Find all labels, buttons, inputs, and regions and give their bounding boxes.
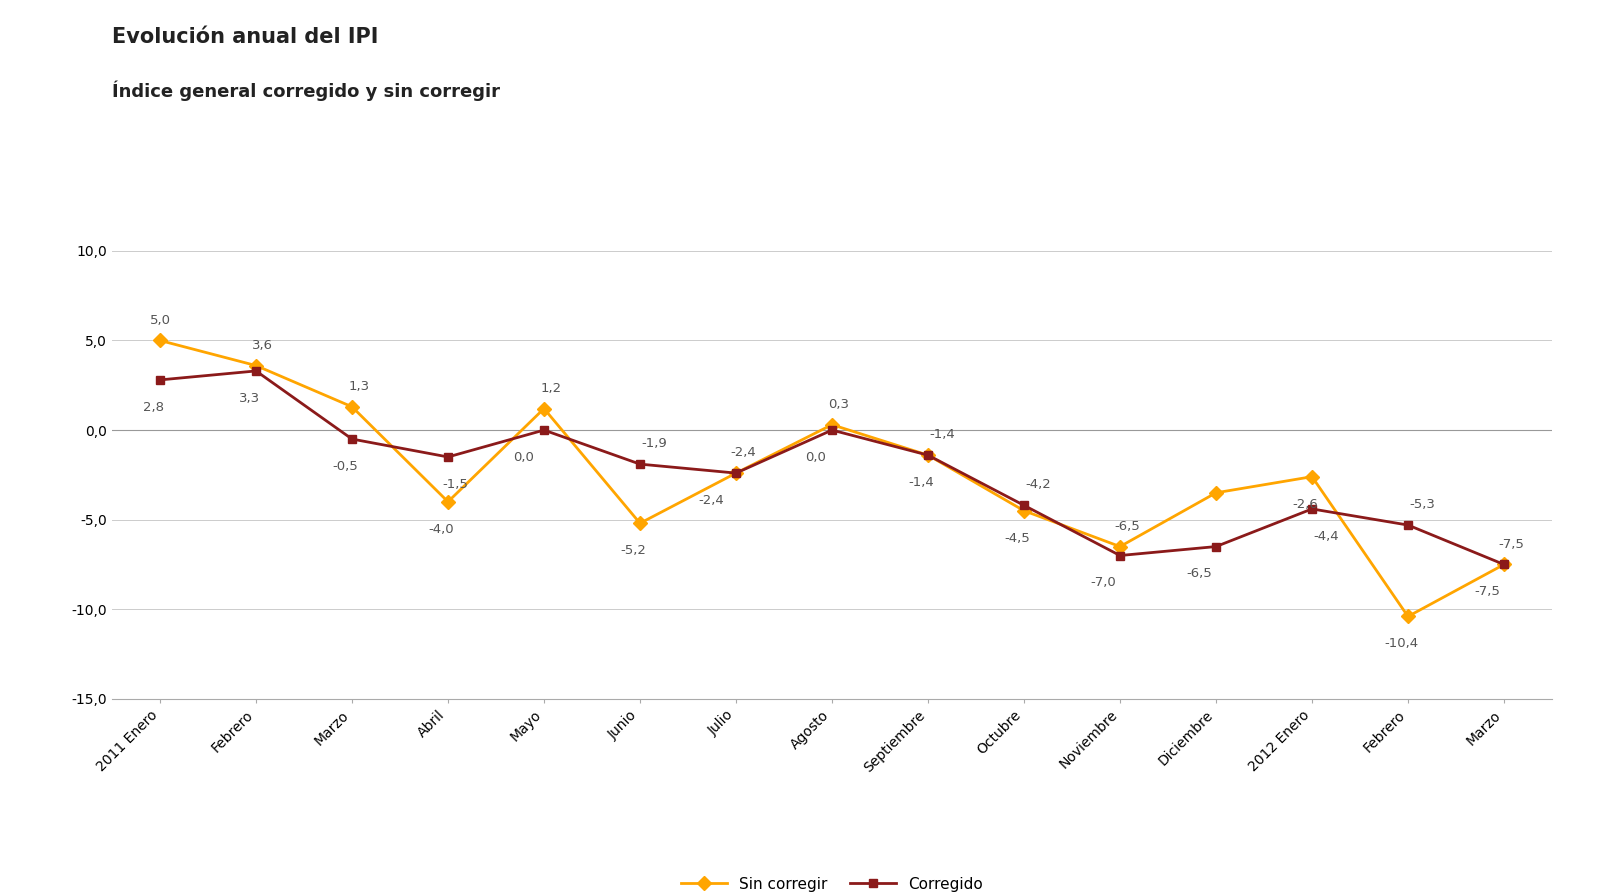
- Text: -2,4: -2,4: [698, 494, 723, 507]
- Text: 0,0: 0,0: [512, 451, 534, 464]
- Corregido: [726, 468, 746, 478]
- Sin corregir: [1110, 541, 1130, 552]
- Corregido: [918, 450, 938, 461]
- Text: -2,6: -2,6: [1293, 497, 1318, 511]
- Text: Evolución anual del IPI: Evolución anual del IPI: [112, 27, 378, 47]
- Sin corregir: [1494, 559, 1514, 570]
- Sin corregir: [246, 360, 266, 371]
- Text: -2,4: -2,4: [730, 446, 755, 459]
- Sin corregir: [534, 403, 554, 414]
- Text: -4,2: -4,2: [1026, 478, 1051, 491]
- Corregido: [438, 452, 458, 462]
- Sin corregir: [1302, 471, 1322, 482]
- Sin corregir: [726, 468, 746, 478]
- Text: -6,5: -6,5: [1114, 520, 1139, 532]
- Text: -4,5: -4,5: [1005, 531, 1030, 545]
- Text: 0,0: 0,0: [805, 451, 826, 464]
- Corregido: [534, 425, 554, 435]
- Text: -7,5: -7,5: [1474, 585, 1501, 599]
- Text: 3,3: 3,3: [238, 392, 259, 405]
- Corregido: [1110, 550, 1130, 561]
- Sin corregir: [822, 419, 842, 430]
- Sin corregir: [1206, 487, 1226, 498]
- Legend: Sin corregir, Corregido: Sin corregir, Corregido: [682, 877, 982, 892]
- Corregido: [1014, 500, 1034, 511]
- Corregido: [630, 459, 650, 470]
- Text: -6,5: -6,5: [1187, 567, 1213, 581]
- Corregido: [150, 375, 170, 385]
- Corregido: [1302, 504, 1322, 514]
- Text: 5,0: 5,0: [149, 314, 171, 326]
- Sin corregir: [342, 401, 362, 412]
- Text: -1,5: -1,5: [442, 478, 467, 491]
- Sin corregir: [438, 496, 458, 507]
- Line: Corregido: Corregido: [155, 366, 1509, 569]
- Text: 0,3: 0,3: [829, 398, 850, 410]
- Text: -7,0: -7,0: [1091, 576, 1117, 590]
- Text: 2,8: 2,8: [142, 401, 163, 414]
- Corregido: [1494, 559, 1514, 570]
- Text: 3,6: 3,6: [253, 339, 274, 351]
- Sin corregir: [918, 450, 938, 461]
- Text: -5,2: -5,2: [621, 544, 646, 557]
- Text: -10,4: -10,4: [1384, 637, 1418, 650]
- Text: Índice general corregido y sin corregir: Índice general corregido y sin corregir: [112, 81, 499, 101]
- Text: -1,9: -1,9: [642, 437, 667, 450]
- Text: -0,5: -0,5: [333, 460, 358, 473]
- Text: -1,4: -1,4: [909, 476, 934, 489]
- Text: 1,2: 1,2: [541, 382, 562, 394]
- Corregido: [822, 425, 842, 435]
- Text: -4,4: -4,4: [1314, 530, 1339, 543]
- Text: -7,5: -7,5: [1498, 538, 1523, 550]
- Corregido: [246, 366, 266, 376]
- Sin corregir: [1398, 611, 1418, 622]
- Corregido: [1398, 520, 1418, 530]
- Text: 1,3: 1,3: [349, 380, 370, 392]
- Corregido: [1206, 541, 1226, 552]
- Sin corregir: [150, 335, 170, 346]
- Text: -5,3: -5,3: [1410, 498, 1435, 511]
- Corregido: [342, 434, 362, 444]
- Line: Sin corregir: Sin corregir: [155, 336, 1509, 621]
- Text: -1,4: -1,4: [930, 428, 955, 441]
- Sin corregir: [630, 518, 650, 529]
- Text: -4,0: -4,0: [429, 522, 454, 536]
- Sin corregir: [1014, 505, 1034, 516]
